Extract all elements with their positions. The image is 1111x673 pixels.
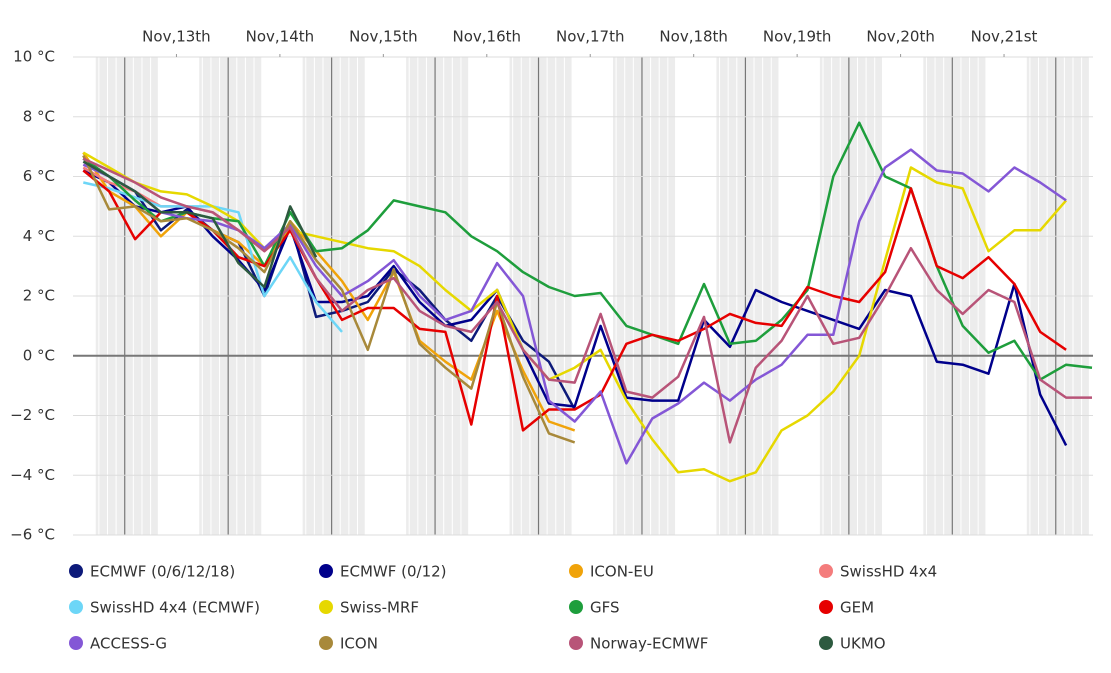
y-tick-label: −2 °C [10, 406, 55, 424]
series-line [82, 157, 576, 411]
y-tick-label: 10 °C [13, 48, 55, 66]
legend-item: SwissHD 4x4 [819, 563, 937, 581]
legend-label: SwissHD 4x4 (ECMWF) [90, 599, 260, 617]
x-tick-label: Nov,15th [349, 28, 418, 46]
series-line [82, 169, 1067, 432]
y-tick-label: 2 °C [23, 287, 55, 305]
y-tick-label: 6 °C [23, 167, 55, 185]
legend-label: UKMO [840, 635, 886, 653]
legend-marker [69, 600, 83, 614]
legend-label: ICON [340, 635, 378, 653]
legend-label: SwissHD 4x4 [840, 563, 937, 581]
legend-label: ICON-EU [590, 563, 654, 581]
legend-marker [569, 636, 583, 650]
series-line [82, 155, 576, 444]
x-tick-label: Nov,13th [142, 28, 211, 46]
legend-item: SwissHD 4x4 (ECMWF) [69, 599, 260, 617]
legend-item: GEM [819, 599, 874, 617]
legend-label: GEM [840, 599, 874, 617]
x-tick-label: Nov,14th [246, 28, 315, 46]
legend-item: GFS [569, 599, 620, 617]
legend-item: ACCESS-G [69, 635, 167, 653]
y-tick-label: 8 °C [23, 107, 55, 125]
x-tick-label: Nov,16th [453, 28, 522, 46]
legend-item: ICON-EU [569, 563, 654, 581]
legend-marker [569, 600, 583, 614]
legend-label: ECMWF (0/12) [340, 563, 447, 581]
legend-item: ECMWF (0/6/12/18) [69, 563, 235, 581]
legend-marker [819, 636, 833, 650]
y-tick-label: −6 °C [10, 526, 55, 544]
y-tick-label: −4 °C [10, 466, 55, 484]
legend-label: GFS [590, 599, 620, 617]
legend-marker [69, 564, 83, 578]
legend-item: Swiss-MRF [319, 599, 419, 617]
legend-marker [319, 564, 333, 578]
series-line [82, 157, 1092, 444]
legend-label: ACCESS-G [90, 635, 167, 653]
legend-marker [569, 564, 583, 578]
legend-item: UKMO [819, 635, 886, 653]
x-tick-label: Nov,17th [556, 28, 625, 46]
x-tick-label: Nov,18th [659, 28, 728, 46]
legend-marker [819, 600, 833, 614]
legend-marker [69, 636, 83, 650]
legend-marker [319, 636, 333, 650]
legend-marker [819, 564, 833, 578]
y-tick-label: 4 °C [23, 227, 55, 245]
legend-item: ECMWF (0/12) [319, 563, 447, 581]
x-tick-label: Nov,19th [763, 28, 832, 46]
series-line [82, 160, 318, 289]
legend-item: ICON [319, 635, 378, 653]
legend-label: ECMWF (0/6/12/18) [90, 563, 235, 581]
legend-marker [319, 600, 333, 614]
series-line [82, 151, 1068, 483]
legend-label: Norway-ECMWF [590, 635, 708, 653]
legend-item: Norway-ECMWF [569, 635, 708, 653]
legend-label: Swiss-MRF [340, 599, 419, 617]
x-tick-label: Nov,21st [971, 28, 1038, 46]
y-tick-label: 0 °C [23, 346, 55, 364]
x-tick-label: Nov,20th [866, 28, 935, 46]
